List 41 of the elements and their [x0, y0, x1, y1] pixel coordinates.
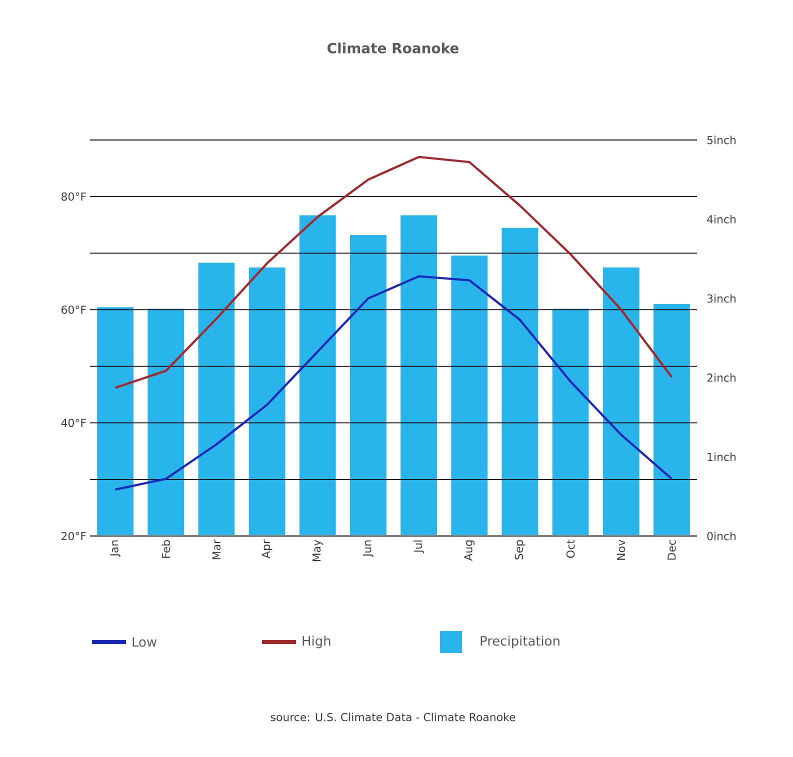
bar — [97, 307, 134, 536]
bar — [400, 215, 438, 536]
line-series — [114, 156, 673, 389]
y2-tick-label: 0inch — [707, 532, 736, 540]
bar — [350, 235, 386, 536]
source-note: source: U.S. Climate Data - Climate Roanoke — [270, 712, 516, 722]
x-tick-label: Aug — [464, 540, 475, 561]
x-tick-label: Sep — [514, 540, 526, 560]
line-series — [114, 275, 673, 491]
y-tick-label: 80°F — [62, 192, 86, 201]
bar — [552, 308, 589, 536]
bar — [602, 268, 640, 536]
x-tick-label: Apr — [262, 540, 272, 558]
bar — [654, 304, 690, 536]
x-tick-label: Jan — [110, 540, 120, 557]
x-tick-label: Jul — [414, 540, 424, 554]
bar — [148, 308, 184, 536]
legend-label: Low — [132, 637, 156, 647]
x-tick-label: Oct — [566, 540, 575, 558]
x-tick-label: Jun — [363, 540, 374, 558]
bar — [299, 215, 336, 536]
x-tick-label: Dec — [668, 540, 676, 560]
x-tick-label: Nov — [617, 540, 626, 560]
y2-tick-label: 2inch — [707, 373, 736, 382]
x-tick-label: Mar — [212, 540, 221, 560]
y2-tick-label: 5inch — [707, 136, 736, 144]
x-tick-label: Feb — [162, 540, 170, 558]
bar — [248, 268, 286, 536]
y-tick-label: 60°F — [62, 306, 86, 314]
chart-title: Climate Roanoke — [328, 42, 459, 54]
y-tick-label: 40°F — [61, 418, 86, 427]
y2-tick-label: 4inch — [707, 214, 736, 224]
legend-label: High — [302, 636, 330, 648]
bar — [451, 256, 488, 536]
x-tick-label: May — [312, 540, 323, 562]
y2-tick-label: 3inch — [707, 294, 736, 303]
bar — [502, 228, 538, 536]
bar — [198, 262, 235, 536]
y2-tick-label: 1inch — [708, 452, 736, 462]
legend-label: Precipitation — [480, 636, 560, 648]
y-tick-label: 20°F — [62, 532, 86, 540]
